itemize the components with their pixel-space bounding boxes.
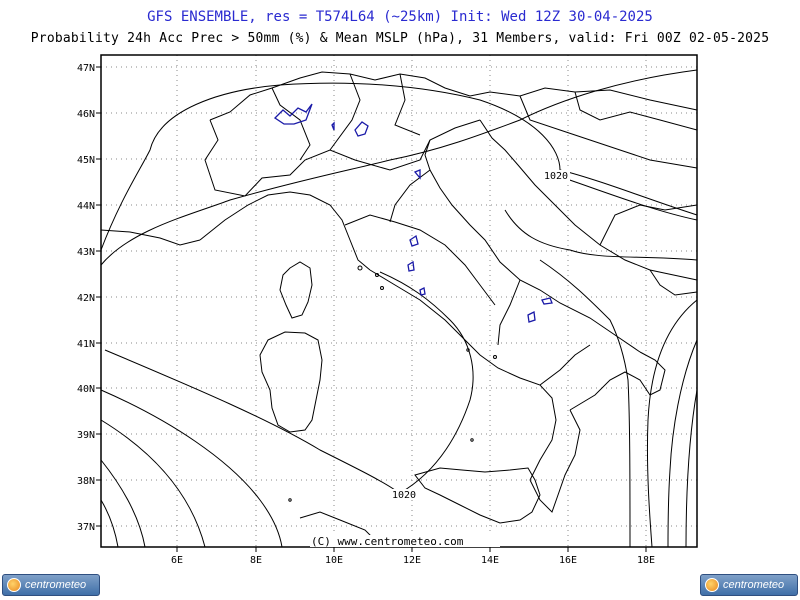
lon-label: 16E (559, 555, 577, 566)
logo-text: centrometeo (25, 579, 87, 591)
lat-label: 44N (77, 201, 95, 212)
isobar-label: 1020 (544, 171, 568, 182)
lon-label: 10E (325, 555, 343, 566)
lat-label: 46N (77, 109, 95, 120)
lat-label: 41N (77, 339, 95, 350)
map-subtitle: Probability 24h Acc Prec > 50mm (%) & Me… (30, 31, 770, 46)
lat-label: 45N (77, 155, 95, 166)
lon-label: 12E (403, 555, 421, 566)
lon-label: 18E (637, 555, 655, 566)
centrometeo-logo-left[interactable]: centrometeo (2, 574, 100, 596)
map-title: GFS ENSEMBLE, res = T574L64 (~25km) Init… (147, 9, 653, 25)
lon-label: 14E (481, 555, 499, 566)
logo-text: centrometeo (723, 579, 785, 591)
lat-label: 43N (77, 247, 95, 258)
isobar-label: 1020 (392, 490, 416, 501)
graticule (101, 55, 697, 547)
centrometeo-logo-right[interactable]: centrometeo (700, 574, 798, 596)
lat-label: 38N (77, 476, 95, 487)
logo-icon (705, 578, 719, 592)
lat-label: 47N (77, 63, 95, 74)
lat-label: 40N (77, 384, 95, 395)
map-frame (100, 54, 698, 548)
logo-icon (7, 578, 21, 592)
isobars (100, 69, 698, 548)
lat-label: 42N (77, 293, 95, 304)
lat-label: 37N (77, 522, 95, 533)
coastlines-borders (100, 71, 698, 546)
probability-contours (273, 103, 553, 323)
lon-label: 8E (250, 555, 262, 566)
axis-ticks (96, 66, 647, 552)
lon-label: 6E (171, 555, 183, 566)
copyright-text: (C) www.centrometeo.com (311, 535, 464, 548)
lat-label: 39N (77, 430, 95, 441)
